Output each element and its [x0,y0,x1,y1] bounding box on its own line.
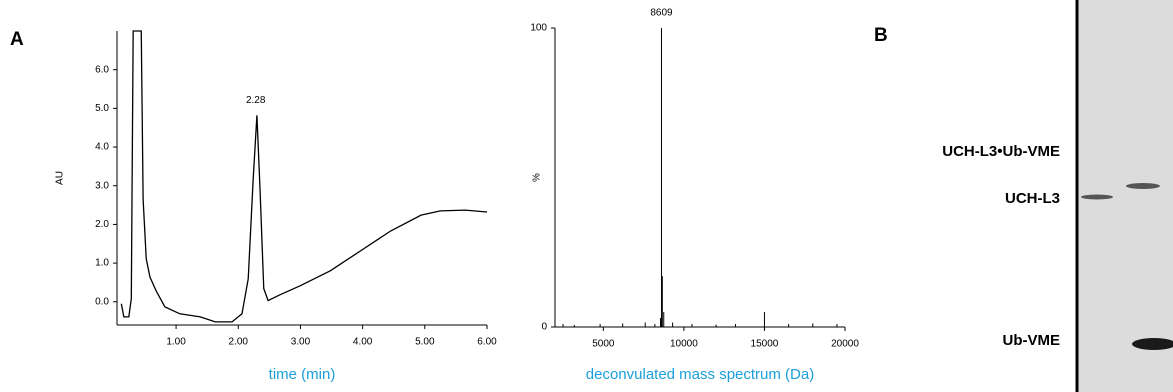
y-axis-label: % [532,173,543,182]
panel-label: B [874,25,888,46]
y-tick-label: 5.0 [95,103,109,114]
y-tick-label: 4.0 [95,142,109,153]
x-tick-label: 3.00 [291,337,311,348]
gel-band [1126,183,1160,189]
y-tick-label: 6.0 [95,64,109,75]
x-tick-label: 10000 [670,339,698,350]
peak-label: 8609 [650,8,673,19]
x-tick-label: 20000 [831,339,859,350]
x-tick-label: 15000 [751,339,779,350]
x-tick-label: 2.00 [229,337,249,348]
y-tick-label: 1.0 [95,258,109,269]
peak-label: 2.28 [246,95,266,106]
y-axis-label: AU [55,171,66,185]
y-tick-label: 3.0 [95,180,109,191]
band-label: UCH-L3 [1005,190,1060,207]
x-tick-label: 5000 [592,339,615,350]
y-tick-label: 0.0 [95,296,109,307]
x-axis-label: deconvulated mass spectrum (Da) [586,366,814,383]
x-tick-label: 5.00 [415,337,435,348]
y-tick-label: 0 [541,322,547,333]
panel-label: A [10,29,24,50]
x-tick-label: 4.00 [353,337,373,348]
trace [121,31,487,322]
figure: A B UCH-L3•Ub-VME UCH-L3 Ub-VME 0.0 1.0 2.… [0,0,1173,392]
y-tick-label: 2.0 [95,219,109,230]
band-label: Ub-VME [1003,332,1061,349]
y-tick-label: 100 [530,23,547,34]
band-label: UCH-L3•Ub-VME [942,143,1060,160]
x-tick-label: 1.00 [166,337,186,348]
gel-band [1081,195,1113,200]
x-axis-label: time (min) [269,366,336,383]
x-tick-label: 6.00 [477,337,497,348]
